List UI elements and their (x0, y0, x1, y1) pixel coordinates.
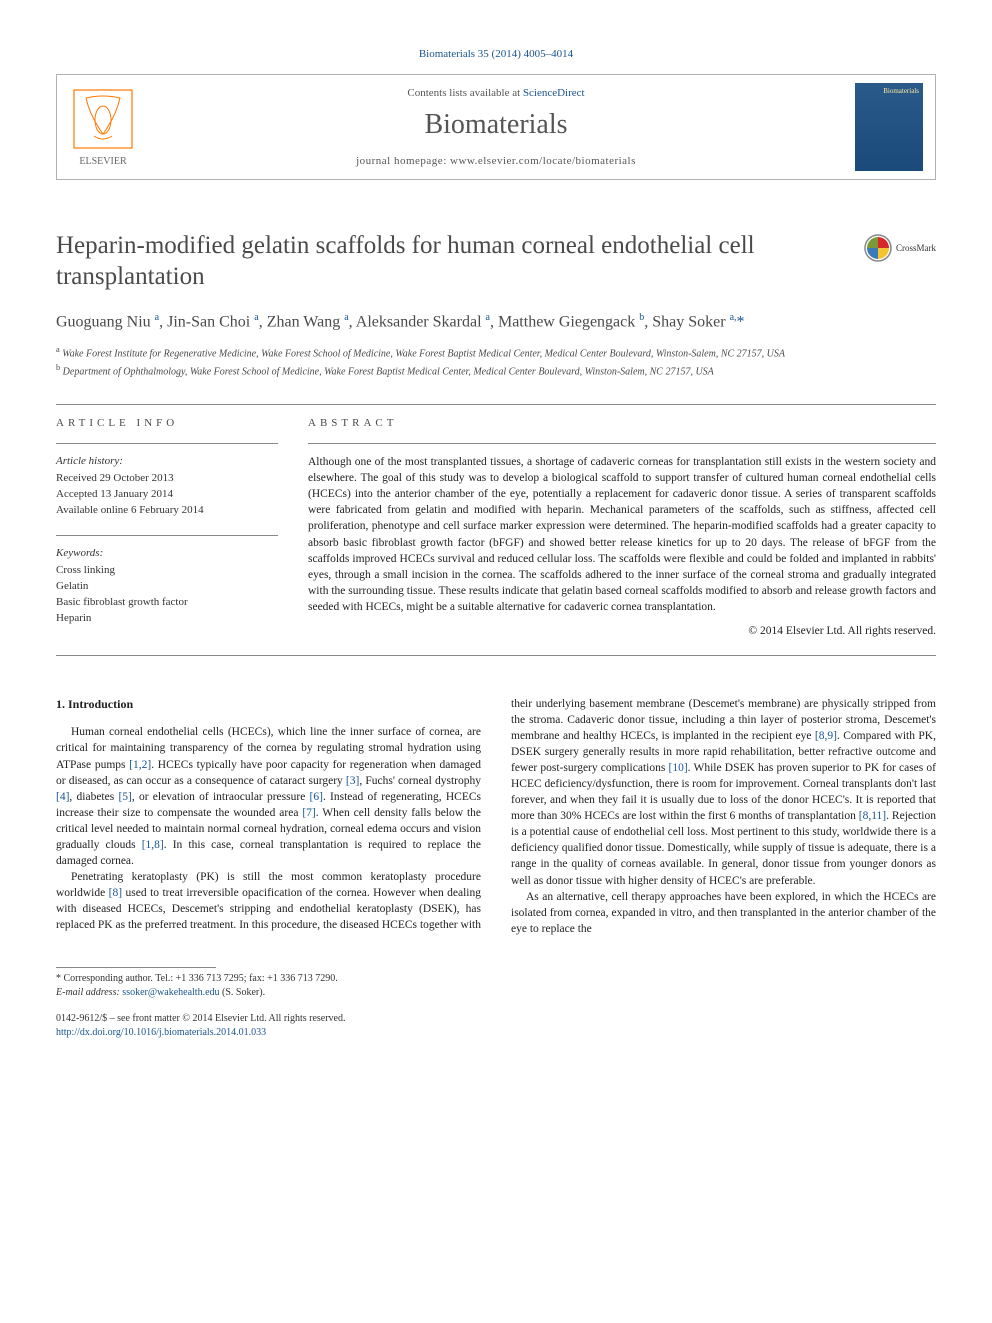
journal-homepage-line: journal homepage: www.elsevier.com/locat… (157, 155, 835, 167)
body-paragraph: As an alternative, cell therapy approach… (511, 889, 936, 937)
divider (56, 535, 278, 536)
divider (56, 404, 936, 405)
page-footer: * Corresponding author. Tel.: +1 336 713… (56, 967, 936, 1040)
homepage-prefix: journal homepage: (356, 155, 450, 167)
authors-list: Guoguang Niu a, Jin-San Choi a, Zhan Wan… (56, 311, 936, 333)
reference-link[interactable]: [8,9] (815, 730, 837, 742)
keywords-heading: Keywords: (56, 546, 278, 562)
footer-divider (56, 967, 216, 968)
citation-header: Biomaterials 35 (2014) 4005–4014 (56, 48, 936, 60)
doi-link[interactable]: http://dx.doi.org/10.1016/j.biomaterials… (56, 1027, 266, 1038)
reference-link[interactable]: [8,11] (859, 810, 886, 822)
contents-prefix: Contents lists available at (407, 87, 522, 99)
journal-header-box: ELSEVIER Contents lists available at Sci… (56, 74, 936, 180)
body-paragraph: Human corneal endothelial cells (HCECs),… (56, 724, 481, 869)
reference-link[interactable]: [5] (118, 791, 131, 803)
divider (56, 443, 278, 444)
corresponding-author-note: * Corresponding author. Tel.: +1 336 713… (56, 972, 936, 986)
abstract-text: Although one of the most transplanted ti… (308, 454, 936, 615)
sciencedirect-link[interactable]: ScienceDirect (523, 87, 585, 99)
divider (56, 655, 936, 656)
issn-line: 0142-9612/$ – see front matter © 2014 El… (56, 1012, 936, 1026)
reference-link[interactable]: [1,2] (129, 759, 151, 771)
section-heading-intro: 1. Introduction (56, 696, 481, 713)
contents-available-line: Contents lists available at ScienceDirec… (157, 87, 835, 99)
svg-text:ELSEVIER: ELSEVIER (79, 156, 127, 167)
email-link[interactable]: ssoker@wakehealth.edu (122, 987, 219, 998)
journal-name: Biomaterials (157, 109, 835, 141)
affiliations: a Wake Forest Institute for Regenerative… (56, 344, 936, 380)
crossmark-badge[interactable]: CrossMark (864, 234, 936, 262)
article-info-heading: ARTICLE INFO (56, 417, 278, 429)
keyword: Basic fibroblast growth factor (56, 595, 278, 611)
crossmark-icon (864, 234, 892, 262)
affiliation-b: Department of Ophthalmology, Wake Forest… (63, 367, 714, 378)
reference-link[interactable]: [1,8] (142, 839, 164, 851)
email-suffix: (S. Soker). (220, 987, 266, 998)
divider (308, 443, 936, 444)
publisher-logo-cell: ELSEVIER (57, 75, 149, 179)
keyword: Cross linking (56, 563, 278, 579)
reference-link[interactable]: [7] (302, 807, 315, 819)
abstract-heading: ABSTRACT (308, 417, 936, 429)
reference-link[interactable]: [3] (346, 775, 359, 787)
email-label: E-mail address: (56, 987, 122, 998)
abstract-copyright: © 2014 Elsevier Ltd. All rights reserved… (308, 625, 936, 637)
history-heading: Article history: (56, 454, 278, 470)
received-date: Received 29 October 2013 (56, 471, 278, 487)
article-body: 1. Introduction Human corneal endothelia… (56, 696, 936, 937)
keyword: Gelatin (56, 579, 278, 595)
online-date: Available online 6 February 2014 (56, 503, 278, 519)
elsevier-logo-icon: ELSEVIER (66, 86, 140, 168)
journal-cover-thumbnail (855, 83, 923, 171)
accepted-date: Accepted 13 January 2014 (56, 487, 278, 503)
cover-thumb-cell (843, 75, 935, 179)
article-title: Heparin-modified gelatin scaffolds for h… (56, 230, 848, 293)
keyword: Heparin (56, 611, 278, 627)
reference-link[interactable]: [8] (109, 887, 122, 899)
crossmark-label: CrossMark (896, 243, 936, 253)
affiliation-a: Wake Forest Institute for Regenerative M… (62, 349, 785, 360)
homepage-url[interactable]: www.elsevier.com/locate/biomaterials (450, 155, 636, 167)
reference-link[interactable]: [10] (668, 762, 687, 774)
reference-link[interactable]: [4] (56, 791, 69, 803)
reference-link[interactable]: [6] (310, 791, 323, 803)
